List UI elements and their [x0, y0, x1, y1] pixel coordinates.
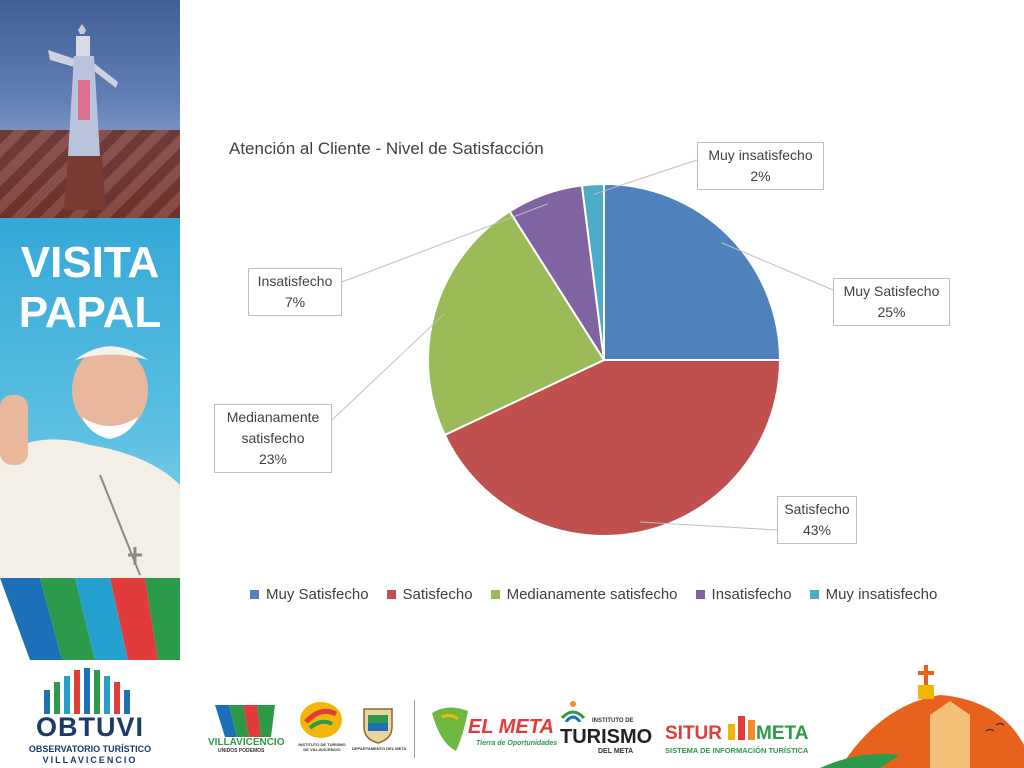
data-label-muy-insatisfecho: Muy insatisfecho 2% [697, 142, 824, 190]
legend-label: Satisfecho [402, 586, 473, 603]
obtuvi-subtitle-2: VILLAVICENCIO [42, 755, 138, 765]
logo-villavicencio: VILLAVICENCIO [208, 737, 285, 748]
obtuvi-subtitle-1: OBSERVATORIO TURÍSTICO [28, 744, 152, 754]
data-label-name: Muy Satisfecho [843, 283, 940, 299]
data-label-value: 25% [877, 304, 906, 320]
legend-label: Insatisfecho [711, 586, 792, 603]
legend-swatch [490, 590, 500, 599]
situr-meta-bars-icon [728, 716, 755, 740]
logo-departamento-meta: DEPARTAMENTO DEL META [352, 746, 407, 751]
logo-villavicencio-sub: UNIDOS PODEMOS [218, 748, 265, 754]
villavicencio-w-icon [215, 705, 275, 737]
pie-slice-medianamente-satisfecho [427, 210, 606, 437]
title-line-1: VISITA [20, 238, 160, 287]
el-meta-map-icon [432, 707, 468, 751]
data-label-name: Muy insatisfecho [708, 147, 813, 163]
pie-chart-svg [331, 159, 834, 537]
data-label-name: Insatisfecho [257, 273, 333, 289]
data-label-value: 23% [258, 451, 288, 467]
data-label-name: Satisfecho [784, 501, 850, 517]
data-label-value: 43% [802, 522, 832, 538]
legend-item: Muy insatisfecho [809, 586, 938, 603]
data-label-muy-satisfecho: Muy Satisfecho 25% [833, 278, 950, 326]
obtuvi-logo-bars [44, 668, 130, 714]
legend-item: Insatisfecho [695, 586, 792, 603]
logo-situr: SITUR [665, 723, 722, 744]
pie-slice-satisfecho [443, 359, 782, 537]
chart-legend: Muy Satisfecho Satisfecho Medianamente sat… [250, 586, 937, 603]
instituto-turismo-villavicencio-icon [300, 702, 342, 738]
logo-turismo-meta-sub: DEL META [598, 748, 634, 755]
footer-separator [414, 700, 415, 758]
chart-title: Atención al Cliente - Nivel de Satisfacc… [229, 139, 544, 158]
church-hill-illustration [820, 665, 1024, 768]
legend-swatch [250, 590, 259, 599]
w-logo [0, 578, 180, 660]
legend-swatch [809, 590, 819, 599]
legend-item: Medianamente satisfecho [490, 586, 678, 603]
obtuvi-brand-name: OBTUVI [35, 712, 144, 742]
logo-turismo-meta: TURISMO [560, 726, 653, 748]
leader-line [640, 521, 778, 531]
visita-papal-title: VISITA PAPAL [0, 238, 180, 338]
logo-meta: META [756, 723, 809, 744]
pope-photo [0, 346, 180, 580]
legend-label: Muy Satisfecho [266, 586, 369, 603]
pie-chart-area: Atención al Cliente - Nivel de Satisfacc… [180, 0, 1024, 660]
legend-swatch [386, 590, 396, 599]
turismo-meta-person-icon [560, 701, 586, 722]
data-label-name: Medianamente satisfecho [226, 409, 320, 446]
leader-line [331, 313, 445, 421]
logo-instituto-villavicencio: INSTITUTO DE TURISMO DE VILLAVICENCIO [298, 742, 346, 752]
logo-situr-sub: SISTEMA DE INFORMACIÓN TURÍSTICA [665, 746, 809, 755]
statue-image [48, 24, 118, 210]
pie-slice-muy-satisfecho [603, 182, 782, 361]
data-label-insatisfecho: Insatisfecho 7% [248, 268, 342, 316]
leader-line [721, 242, 834, 291]
data-label-value: 7% [284, 294, 306, 310]
legend-label: Muy insatisfecho [825, 586, 938, 603]
legend-item: Muy Satisfecho [250, 586, 369, 603]
logo-turismo-meta-top: INSTITUTO DE [592, 718, 634, 724]
departamento-meta-shield-icon [363, 708, 393, 744]
legend-label: Medianamente satisfecho [506, 586, 678, 603]
leader-line [593, 159, 698, 195]
title-line-2: PAPAL [18, 288, 162, 337]
data-label-value: 2% [750, 168, 771, 184]
leader-line [341, 203, 548, 283]
logo-el-meta-sub: Tierra de Oportunidades [476, 740, 558, 747]
left-banner: VISITA PAPAL OBTUVI OBSERVATORIO TURÍSTI… [0, 0, 180, 768]
legend-item: Satisfecho [386, 586, 473, 603]
logo-el-meta: EL META [468, 716, 554, 738]
data-label-medianamente-satisfecho: Medianamente satisfecho 23% [214, 404, 332, 473]
legend-swatch [695, 590, 705, 599]
data-label-satisfecho: Satisfecho 43% [777, 496, 857, 544]
pie-slice-muy-insatisfecho [580, 182, 605, 361]
